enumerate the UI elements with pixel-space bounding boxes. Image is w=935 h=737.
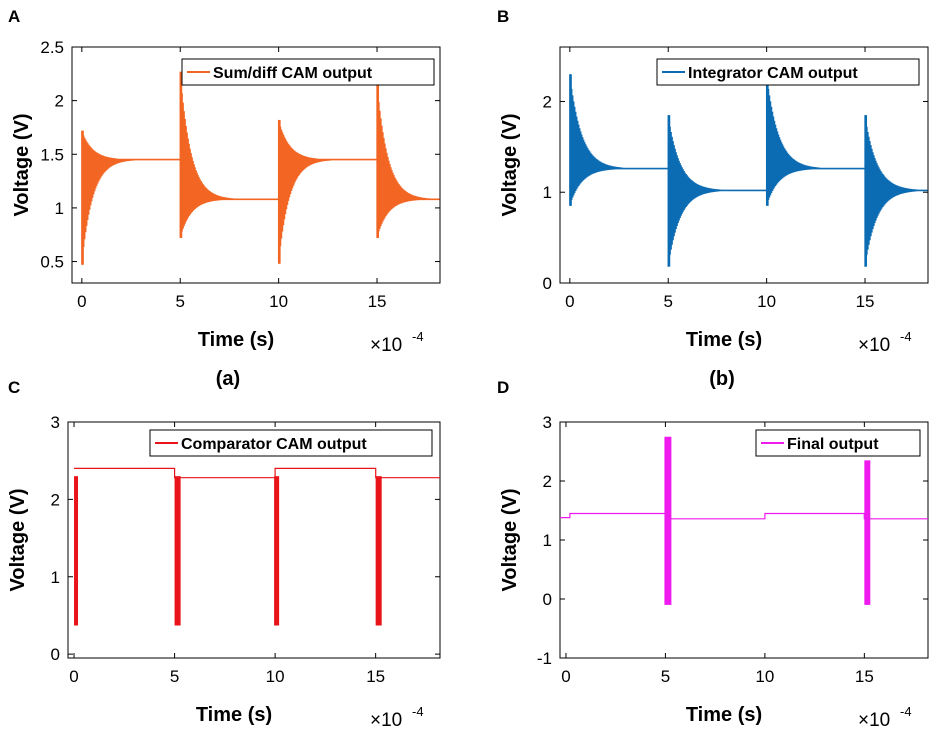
- y-tick-label: 2: [51, 490, 60, 509]
- y-tick-label: 2: [543, 472, 552, 491]
- x-multiplier-exponent: -4: [900, 704, 912, 719]
- panel-a: A 0 5 10 15 0.5 1 1.5 2 2.5 Time (s) Voltage (V) ×10…: [8, 7, 441, 390]
- panel-d: D 0 5 10 15 -1 0 1 2 3 Time (s) Voltage (V) ×10 -4 Fin…: [497, 378, 929, 731]
- x-axis-label: Time (s): [198, 329, 274, 351]
- legend-label: Final output: [787, 436, 879, 453]
- plot-area: [569, 74, 928, 267]
- axes-box: [559, 46, 929, 284]
- output-line: [74, 467, 440, 479]
- legend-box: [149, 429, 433, 457]
- x-tick-label: 5: [170, 667, 179, 686]
- panel-letter: C: [8, 378, 20, 397]
- x-tick-label: 10: [755, 667, 774, 686]
- y-tick-label: 2: [55, 92, 64, 111]
- y-axis-label: Voltage (V): [7, 489, 29, 592]
- y-tick-label: 1: [543, 531, 552, 550]
- panel-caption: (b): [709, 368, 735, 390]
- x-tick-label: 5: [176, 292, 185, 311]
- x-multiplier-exponent: -4: [412, 704, 424, 719]
- y-tick-label: 0: [51, 645, 60, 664]
- y-tick-label: 1.5: [40, 145, 64, 164]
- panel-b: B 0 5 10 15 0 1 2 Time (s) Voltage (V) ×10 -4 (b) Int…: [497, 7, 929, 390]
- plot-area: [81, 71, 440, 265]
- oscillation-segment: [81, 130, 181, 265]
- y-tick-label: 3: [543, 413, 552, 432]
- panel-letter: B: [497, 7, 509, 26]
- legend-label: Comparator CAM output: [181, 436, 367, 453]
- x-multiplier-exponent: -4: [412, 329, 424, 344]
- legend: Sum/diff CAM output: [181, 58, 435, 86]
- legend: Final output: [755, 429, 921, 457]
- oscillation-segment: [179, 71, 279, 238]
- plot-area: [560, 436, 928, 605]
- output-line: [560, 512, 928, 520]
- x-axis-label: Time (s): [686, 329, 762, 351]
- x-multiplier: ×10: [858, 710, 890, 731]
- x-tick-label: 15: [366, 667, 385, 686]
- x-tick-label: 15: [856, 292, 875, 311]
- y-tick-label: 2.5: [40, 38, 64, 57]
- y-tick-label: -1: [537, 649, 552, 668]
- y-tick-label: 1: [55, 199, 64, 218]
- panel-letter: A: [8, 7, 20, 26]
- y-tick-label: 0: [543, 590, 552, 609]
- x-tick-label: 5: [664, 292, 673, 311]
- switching-pulse: [174, 476, 181, 626]
- x-tick-label: 0: [565, 292, 574, 311]
- x-multiplier: ×10: [858, 335, 890, 356]
- legend-label: Integrator CAM output: [688, 65, 858, 82]
- x-multiplier: ×10: [370, 335, 402, 356]
- x-tick-label: 0: [561, 667, 570, 686]
- legend: Comparator CAM output: [149, 429, 433, 457]
- legend-box: [181, 58, 435, 86]
- y-tick-label: 3: [51, 413, 60, 432]
- switching-pulse: [74, 476, 79, 626]
- switching-pulse: [664, 436, 672, 605]
- switching-pulse: [274, 476, 280, 626]
- x-axis-label: Time (s): [196, 704, 272, 726]
- y-axis-label: Voltage (V): [499, 489, 521, 592]
- x-multiplier-exponent: -4: [900, 329, 912, 344]
- y-tick-label: 1: [51, 568, 60, 587]
- legend: Integrator CAM output: [656, 58, 920, 86]
- y-tick-label: 1: [543, 183, 552, 202]
- x-axis-label: Time (s): [686, 704, 762, 726]
- axes-box: [67, 421, 441, 659]
- switching-pulse: [864, 460, 871, 605]
- x-tick-label: 10: [266, 667, 285, 686]
- x-tick-label: 5: [661, 667, 670, 686]
- plot-area: [74, 467, 440, 626]
- y-tick-label: 2: [543, 92, 552, 111]
- x-tick-label: 0: [77, 292, 86, 311]
- x-tick-label: 10: [269, 292, 288, 311]
- y-axis-label: Voltage (V): [499, 114, 521, 217]
- x-tick-label: 15: [855, 667, 874, 686]
- x-tick-label: 15: [368, 292, 387, 311]
- panel-caption: (a): [216, 368, 240, 390]
- oscillation-segment: [765, 74, 866, 206]
- panel-c: C 0 5 10 15 0 1 2 3 Time (s) Voltage (V) ×10 -4 Compa…: [7, 378, 441, 731]
- oscillation-segment: [569, 74, 669, 206]
- oscillation-segment: [667, 115, 767, 267]
- y-tick-label: 0.5: [40, 253, 64, 272]
- y-tick-label: 0: [543, 274, 552, 293]
- switching-pulse: [375, 476, 382, 626]
- legend-box: [755, 429, 921, 457]
- x-tick-label: 0: [69, 667, 78, 686]
- x-multiplier: ×10: [370, 710, 402, 731]
- oscillation-segment: [864, 115, 928, 267]
- x-tick-label: 10: [757, 292, 776, 311]
- y-axis-label: Voltage (V): [11, 114, 33, 217]
- panel-letter: D: [497, 378, 509, 397]
- legend-box: [656, 58, 920, 86]
- oscillation-segment: [376, 82, 440, 238]
- oscillation-segment: [277, 119, 378, 264]
- axes-box: [71, 46, 441, 284]
- legend-label: Sum/diff CAM output: [213, 65, 373, 82]
